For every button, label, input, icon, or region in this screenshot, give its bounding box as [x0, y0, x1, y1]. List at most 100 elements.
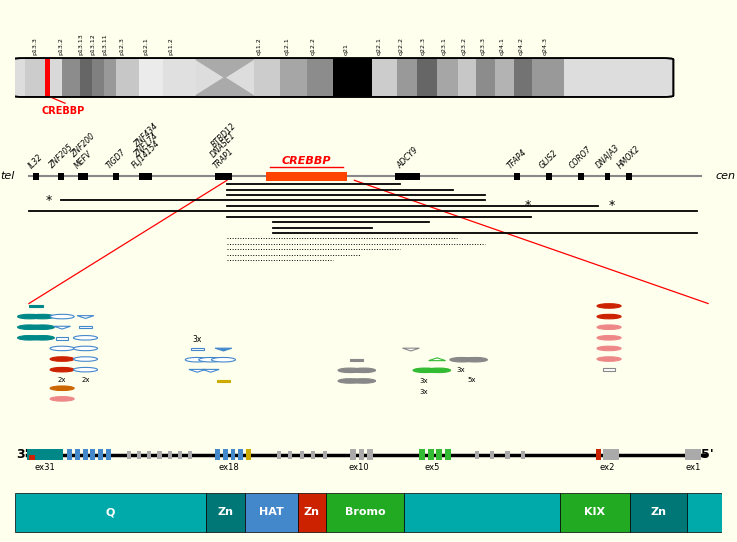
- Bar: [254, 59, 280, 96]
- Bar: [490, 450, 495, 459]
- Bar: [323, 450, 326, 459]
- Text: ex5: ex5: [425, 463, 440, 472]
- Bar: [215, 449, 220, 460]
- Text: q23.2: q23.2: [462, 37, 467, 55]
- Bar: [367, 449, 373, 460]
- Circle shape: [74, 367, 97, 372]
- Text: ZNF174: ZNF174: [132, 132, 159, 160]
- Text: DNAJA3: DNAJA3: [594, 143, 621, 170]
- Bar: [397, 59, 416, 96]
- Bar: [604, 449, 619, 460]
- Bar: [33, 173, 39, 179]
- Circle shape: [74, 346, 97, 351]
- Bar: [137, 450, 141, 459]
- Text: 3x: 3x: [419, 389, 428, 395]
- Text: 3x: 3x: [192, 335, 202, 344]
- Bar: [458, 59, 476, 96]
- Bar: [506, 450, 509, 459]
- Text: q24.3: q24.3: [543, 37, 548, 55]
- Text: FLJ14154: FLJ14154: [130, 139, 161, 170]
- Text: p13.3: p13.3: [32, 37, 37, 55]
- Bar: [603, 369, 615, 371]
- Bar: [476, 59, 495, 96]
- Bar: [215, 173, 232, 179]
- Text: 2x: 2x: [58, 377, 66, 383]
- Circle shape: [464, 358, 487, 362]
- Text: BTBD12: BTBD12: [209, 121, 237, 149]
- Text: GLIS2: GLIS2: [538, 148, 560, 170]
- Text: ex1: ex1: [685, 463, 701, 472]
- Text: ZNF200: ZNF200: [69, 132, 97, 160]
- Bar: [56, 337, 68, 340]
- Circle shape: [597, 346, 621, 351]
- Text: *: *: [525, 199, 531, 212]
- Text: q24.1: q24.1: [500, 37, 505, 55]
- Bar: [298, 493, 326, 532]
- Circle shape: [212, 358, 236, 362]
- Polygon shape: [196, 59, 254, 78]
- Bar: [596, 449, 601, 460]
- Circle shape: [50, 386, 74, 390]
- Circle shape: [597, 314, 621, 319]
- Bar: [91, 449, 95, 460]
- Bar: [29, 455, 35, 460]
- Text: 3x: 3x: [456, 367, 465, 373]
- Polygon shape: [196, 78, 254, 96]
- Circle shape: [50, 367, 74, 372]
- Text: Zn: Zn: [651, 507, 666, 517]
- Bar: [27, 449, 63, 460]
- Bar: [127, 450, 130, 459]
- Text: *: *: [609, 199, 615, 212]
- Circle shape: [352, 368, 376, 372]
- Text: p13.13: p13.13: [78, 34, 83, 55]
- Text: CREBBP: CREBBP: [282, 156, 332, 166]
- Text: 2x: 2x: [81, 377, 90, 383]
- Bar: [217, 380, 230, 382]
- Text: TRAP1: TRAP1: [212, 146, 235, 170]
- Circle shape: [597, 357, 621, 362]
- Circle shape: [597, 335, 621, 340]
- Text: Bromo: Bromo: [345, 507, 385, 517]
- Bar: [105, 59, 116, 96]
- Bar: [163, 59, 196, 96]
- Text: q23.3: q23.3: [481, 37, 486, 55]
- Bar: [288, 450, 293, 459]
- Bar: [80, 59, 92, 96]
- Circle shape: [50, 346, 74, 351]
- Bar: [206, 493, 245, 532]
- Text: ex18: ex18: [219, 463, 240, 472]
- Bar: [371, 59, 397, 96]
- Circle shape: [18, 325, 41, 330]
- Text: q11.2: q11.2: [256, 37, 262, 55]
- Polygon shape: [215, 348, 232, 351]
- Circle shape: [30, 314, 55, 319]
- Bar: [436, 449, 442, 460]
- Text: IL32: IL32: [27, 152, 45, 170]
- Bar: [605, 173, 610, 179]
- Circle shape: [50, 357, 74, 362]
- Circle shape: [50, 314, 74, 319]
- Text: ex31: ex31: [35, 463, 55, 472]
- Bar: [147, 450, 151, 459]
- Bar: [578, 173, 584, 179]
- Bar: [299, 450, 304, 459]
- Bar: [80, 326, 91, 328]
- Bar: [495, 59, 514, 96]
- Text: ZNF205: ZNF205: [47, 143, 74, 170]
- Bar: [520, 450, 525, 459]
- Circle shape: [18, 335, 41, 340]
- Text: p13.11: p13.11: [102, 34, 108, 55]
- Polygon shape: [54, 326, 71, 329]
- Circle shape: [30, 335, 55, 340]
- Circle shape: [50, 397, 74, 401]
- Circle shape: [185, 358, 209, 362]
- Bar: [113, 173, 119, 179]
- Text: q22.2: q22.2: [399, 37, 404, 55]
- Text: 3': 3': [16, 448, 29, 461]
- Text: HMOX2: HMOX2: [615, 144, 642, 170]
- Bar: [326, 493, 404, 532]
- Bar: [350, 358, 363, 361]
- Bar: [276, 450, 281, 459]
- Text: Q: Q: [105, 507, 115, 517]
- Bar: [416, 59, 436, 96]
